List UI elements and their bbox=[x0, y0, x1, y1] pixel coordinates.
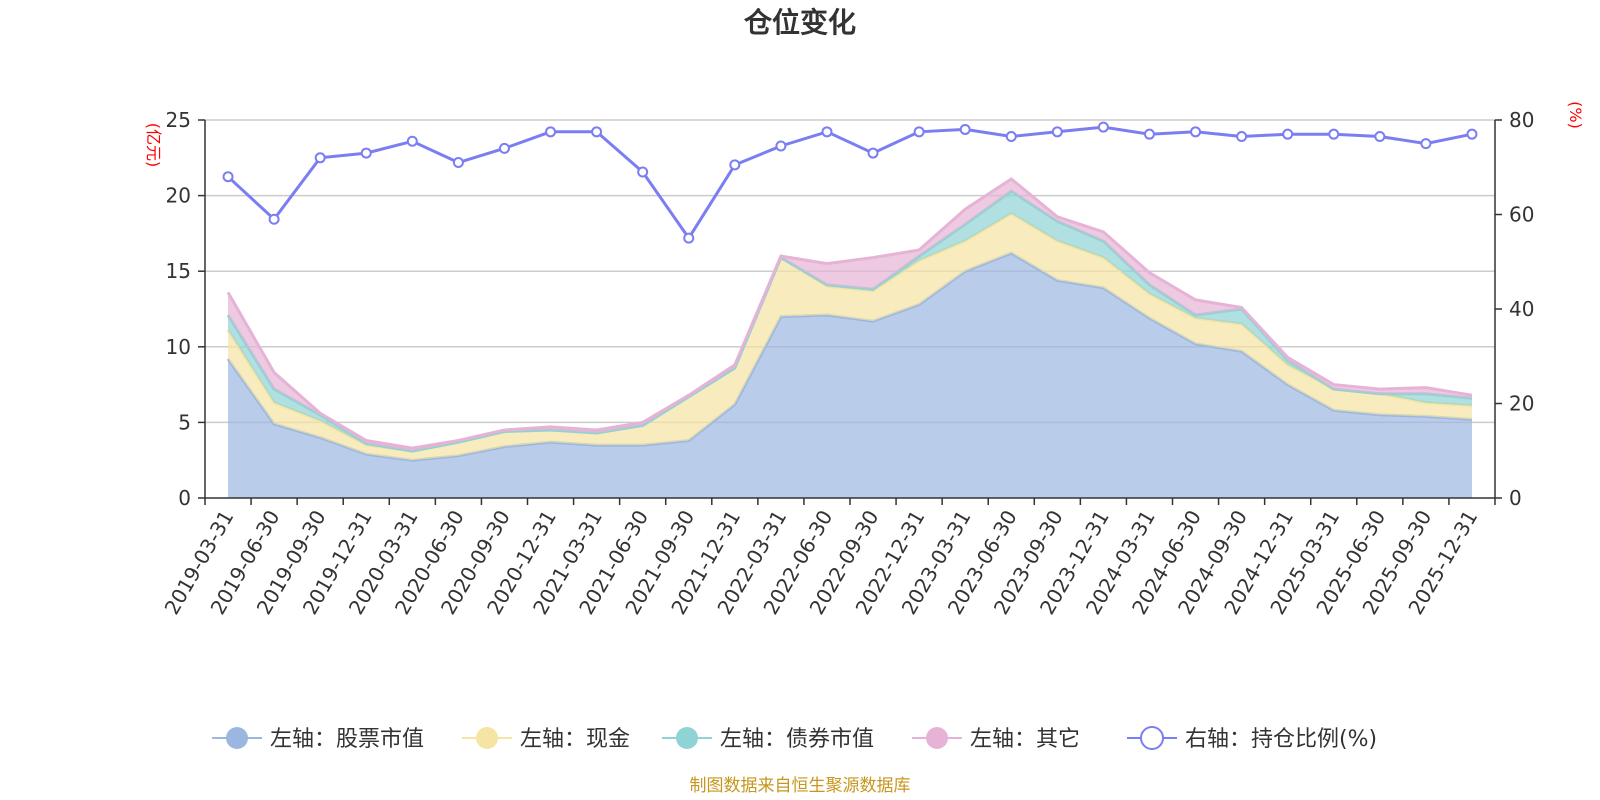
ratio-point bbox=[1420, 138, 1432, 150]
ratio-point bbox=[1005, 131, 1017, 143]
area-左轴：债券市值 bbox=[228, 191, 1472, 452]
right-tick-label: 40 bbox=[1509, 297, 1534, 321]
right-axis-unit: (%) bbox=[1566, 101, 1585, 129]
ratio-point bbox=[1236, 131, 1248, 143]
left-tick-label: 25 bbox=[166, 108, 191, 132]
legend-item: 左轴：现金 bbox=[462, 727, 630, 752]
ratio-point bbox=[775, 140, 787, 152]
legend-label: 左轴：现金 bbox=[520, 727, 630, 752]
area-左轴：现金 bbox=[228, 213, 1472, 461]
ratio-point bbox=[452, 157, 464, 169]
legend-item: 左轴：其它 bbox=[912, 727, 1080, 752]
ratio-series-line bbox=[226, 125, 1473, 241]
legend: 左轴：股票市值 左轴：现金 左轴：债券市值 左轴：其它 右轴：持仓比例(%) bbox=[212, 726, 1377, 752]
ratio-point bbox=[591, 126, 603, 138]
right-tick-label: 0 bbox=[1509, 486, 1522, 510]
right-tick-label: 20 bbox=[1509, 392, 1534, 416]
ratio-point bbox=[498, 142, 510, 154]
ratio-point bbox=[729, 159, 741, 171]
ratio-point bbox=[314, 152, 326, 164]
legend-marker bbox=[676, 727, 698, 749]
ratio-point bbox=[913, 126, 925, 138]
left-tick-label: 20 bbox=[166, 184, 191, 208]
ratio-point bbox=[867, 147, 879, 159]
ratio-line bbox=[222, 121, 1478, 244]
legend-marker bbox=[926, 727, 948, 749]
right-tick-label: 60 bbox=[1509, 203, 1534, 227]
left-axis-unit: (亿元) bbox=[144, 123, 163, 168]
ratio-point bbox=[1051, 126, 1063, 138]
chart-title: 仓位变化 bbox=[744, 6, 856, 39]
legend-item: 左轴：股票市值 bbox=[212, 727, 424, 752]
ratio-point bbox=[1466, 128, 1478, 140]
ratio-point bbox=[360, 147, 372, 159]
ratio-point bbox=[1374, 131, 1386, 143]
legend-item: 右轴：持仓比例(%) bbox=[1127, 726, 1377, 752]
ratio-point bbox=[1143, 128, 1155, 140]
data-source-note: 制图数据来自恒生聚源数据库 bbox=[690, 776, 911, 796]
area-左轴：股票市值 bbox=[228, 253, 1472, 498]
ratio-point bbox=[959, 123, 971, 135]
ratio-point bbox=[1282, 128, 1294, 140]
legend-label: 右轴：持仓比例(%) bbox=[1185, 727, 1377, 752]
left-tick-label: 0 bbox=[178, 486, 191, 510]
legend-marker bbox=[1140, 726, 1164, 750]
ratio-point bbox=[268, 213, 280, 225]
legend-marker bbox=[476, 727, 498, 749]
right-tick-label: 80 bbox=[1509, 108, 1534, 132]
ratio-point bbox=[683, 232, 695, 244]
ratio-point bbox=[1097, 121, 1109, 133]
left-tick-label: 10 bbox=[166, 335, 191, 359]
legend-item: 左轴：债券市值 bbox=[662, 727, 874, 752]
legend-label: 左轴：其它 bbox=[970, 727, 1080, 752]
legend-label: 左轴：债券市值 bbox=[720, 727, 874, 752]
ratio-point bbox=[1190, 126, 1202, 138]
ratio-point bbox=[821, 126, 833, 138]
ratio-point bbox=[406, 135, 418, 147]
stacked-areas bbox=[226, 177, 1473, 498]
legend-label: 左轴：股票市值 bbox=[270, 727, 424, 752]
ratio-point bbox=[1328, 128, 1340, 140]
ratio-point bbox=[545, 126, 557, 138]
ratio-point bbox=[222, 171, 234, 183]
left-tick-label: 5 bbox=[178, 410, 191, 434]
ratio-point bbox=[637, 166, 649, 178]
left-tick-label: 15 bbox=[166, 259, 191, 283]
legend-marker bbox=[226, 727, 248, 749]
area-edge-左轴：其它 bbox=[226, 177, 1473, 450]
